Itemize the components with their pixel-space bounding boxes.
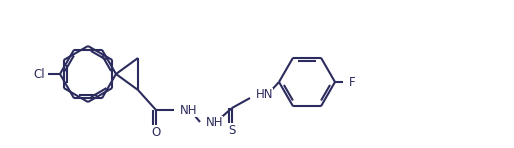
Text: NH: NH <box>180 103 197 116</box>
Text: F: F <box>349 75 356 89</box>
Text: NH: NH <box>206 115 224 128</box>
Text: Cl: Cl <box>33 67 45 81</box>
Text: HN: HN <box>256 87 273 100</box>
Text: S: S <box>228 124 236 137</box>
Text: O: O <box>152 127 160 140</box>
